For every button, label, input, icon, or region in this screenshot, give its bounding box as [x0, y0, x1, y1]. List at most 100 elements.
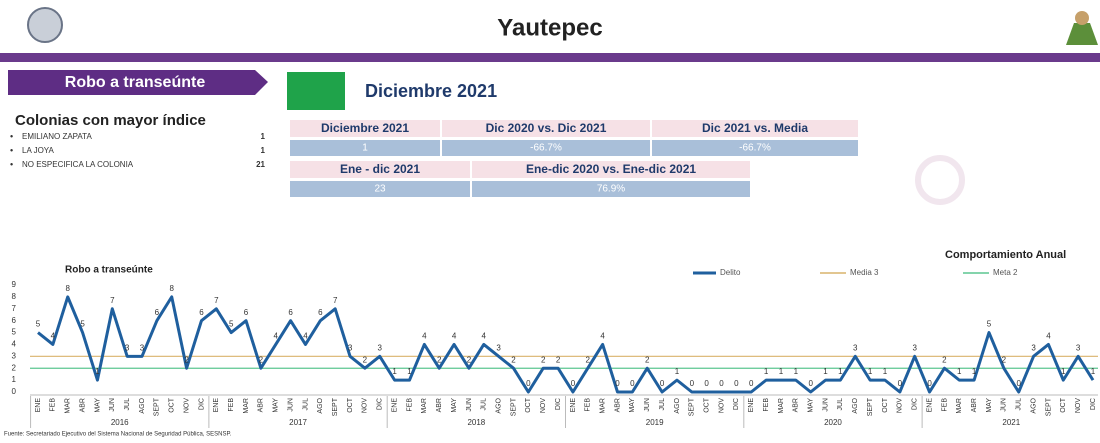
x-tick-label: SEPT — [510, 397, 517, 416]
data-label: 1 — [675, 367, 680, 376]
data-label: 2 — [645, 355, 650, 364]
data-label: 7 — [333, 296, 338, 305]
data-label: 6 — [155, 308, 160, 317]
data-label: 1 — [883, 367, 888, 376]
year-label: 2018 — [467, 418, 485, 427]
data-label: 6 — [199, 308, 204, 317]
data-label: 3 — [140, 343, 145, 352]
x-tick-label: DIC — [733, 398, 740, 410]
data-label: 4 — [274, 332, 279, 341]
legend-label: Media 3 — [850, 268, 879, 277]
table-header: Ene - dic 2021 — [340, 162, 420, 176]
x-tick-label: ABR — [436, 398, 443, 412]
x-tick-label: JUL — [302, 398, 309, 411]
y-tick-label: 1 — [12, 375, 17, 384]
data-label: 4 — [482, 332, 487, 341]
x-tick-label: SEPT — [154, 397, 161, 416]
x-tick-label: SEPT — [867, 397, 874, 416]
x-tick-label: JUL — [124, 398, 131, 411]
series-line — [38, 297, 1093, 392]
period: Diciembre 2021 — [365, 81, 497, 101]
x-tick-label: AGO — [139, 397, 146, 413]
x-tick-label: FEB — [763, 398, 770, 412]
x-tick-label: JUL — [659, 398, 666, 411]
purple-band — [0, 53, 1100, 62]
green-square — [287, 72, 345, 110]
x-tick-label: DIC — [1090, 398, 1097, 410]
year-label: 2021 — [1002, 418, 1020, 427]
x-tick-label: ABR — [614, 398, 621, 412]
data-label: 0 — [615, 379, 620, 388]
data-label: 4 — [51, 332, 56, 341]
x-tick-label: JUL — [481, 398, 488, 411]
table-header: Dic 2021 vs. Media — [702, 121, 808, 135]
dashboard: Yautepec Robo a transeúnte Diciembre 202… — [0, 0, 1100, 438]
x-tick-label: ENE — [391, 398, 398, 413]
data-label: 6 — [288, 308, 293, 317]
data-label: 2 — [184, 355, 189, 364]
y-tick-label: 7 — [12, 304, 17, 313]
x-tick-label: MAR — [956, 398, 963, 414]
data-label: 4 — [452, 332, 457, 341]
bullet: • — [10, 145, 13, 155]
year-label: 2017 — [289, 418, 307, 427]
x-tick-label: DIC — [198, 398, 205, 410]
y-tick-label: 9 — [12, 280, 17, 289]
data-label: 0 — [808, 379, 813, 388]
data-label: 0 — [571, 379, 576, 388]
data-label: 0 — [719, 379, 724, 388]
x-tick-label: MAR — [421, 398, 428, 414]
x-tick-label: SEPT — [332, 397, 339, 416]
chart-title: Robo a transeúnte — [65, 265, 153, 276]
x-tick-label: MAY — [273, 398, 280, 413]
table-value: 1 — [362, 143, 368, 154]
x-tick-label: SEPT — [689, 397, 696, 416]
colonia-name: EMILIANO ZAPATA — [22, 132, 92, 141]
page-title: Yautepec — [497, 14, 602, 41]
data-label: 0 — [704, 379, 709, 388]
data-label: 0 — [630, 379, 635, 388]
colonia-count: 1 — [261, 146, 266, 155]
x-tick-label: MAY — [451, 398, 458, 413]
y-tick-label: 2 — [12, 363, 17, 372]
x-tick-label: OCT — [1060, 397, 1067, 413]
data-label: 2 — [259, 355, 264, 364]
data-label: 2 — [363, 355, 368, 364]
x-tick-label: MAY — [808, 398, 815, 413]
data-label: 0 — [690, 379, 695, 388]
colonia-name: LA JOYA — [22, 146, 55, 155]
data-label: 2 — [467, 355, 472, 364]
colonia-name: NO ESPECIFICA LA COLONIA — [22, 160, 134, 169]
table-header: Diciembre 2021 — [321, 121, 409, 135]
data-label: 5 — [229, 320, 234, 329]
x-tick-label: FEB — [50, 398, 57, 412]
x-tick-label: AGO — [674, 397, 681, 413]
data-label: 3 — [378, 343, 383, 352]
data-label: 6 — [244, 308, 249, 317]
table-value: -66.7% — [739, 143, 771, 154]
data-label: 3 — [1076, 343, 1081, 352]
data-label: 4 — [303, 332, 308, 341]
section-label: Robo a transeúnte — [65, 74, 206, 91]
x-tick-label: AGO — [1030, 397, 1037, 413]
data-label: 1 — [794, 367, 799, 376]
x-tick-label: MAR — [778, 398, 785, 414]
x-tick-label: OCT — [169, 397, 176, 413]
chart-subtitle: Comportamiento Anual — [945, 249, 1066, 261]
colonia-count: 21 — [256, 160, 265, 169]
data-label: 1 — [957, 367, 962, 376]
x-tick-label: ENE — [213, 398, 220, 413]
x-tick-label: DIC — [555, 398, 562, 410]
data-label: 4 — [600, 332, 605, 341]
source: Fuente: Secretariado Ejecutivo del Siste… — [4, 432, 232, 438]
x-tick-label: DIC — [377, 398, 384, 410]
x-tick-label: OCT — [347, 397, 354, 413]
data-label: 2 — [437, 355, 442, 364]
y-tick-label: 8 — [12, 292, 17, 301]
x-tick-label: MAY — [986, 398, 993, 413]
x-tick-label: JUN — [1001, 398, 1008, 412]
data-label: 3 — [348, 343, 353, 352]
legend-label: Delito — [720, 268, 741, 277]
x-tick-label: FEB — [228, 398, 235, 412]
data-label: 1 — [823, 367, 828, 376]
